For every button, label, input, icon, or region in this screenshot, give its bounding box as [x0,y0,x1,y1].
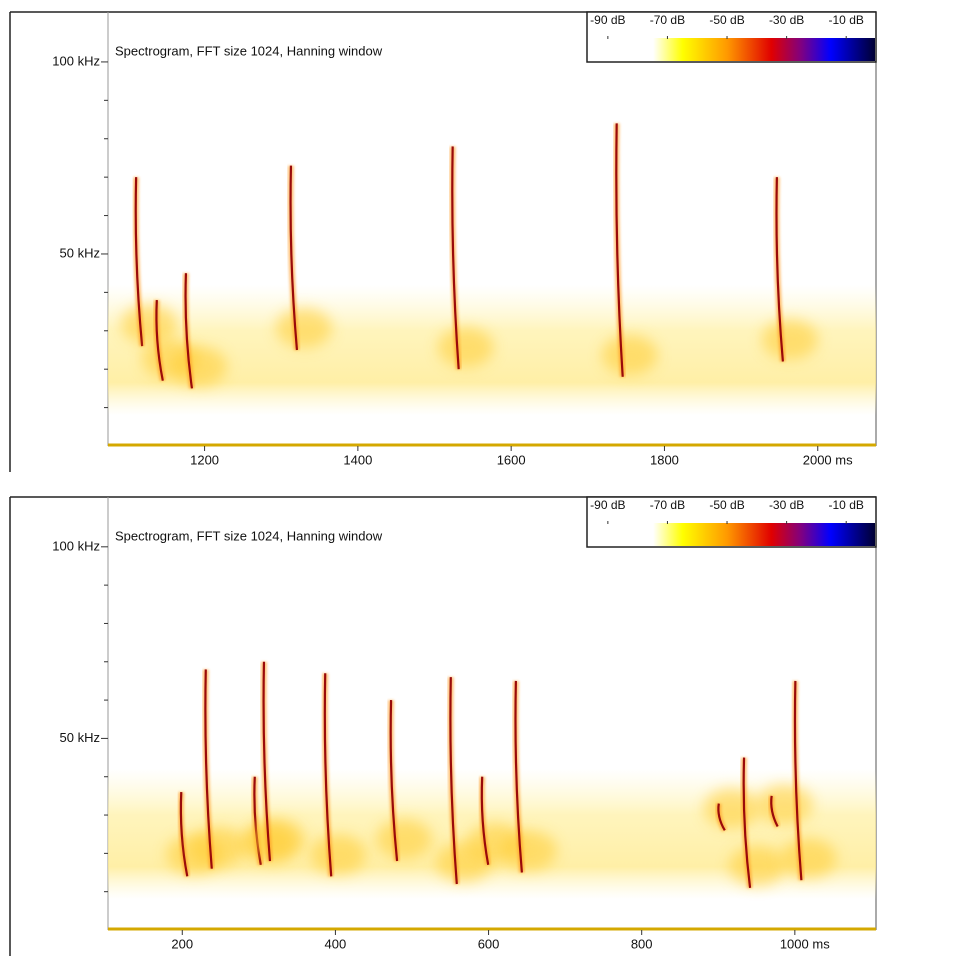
colorbar-tick-label: -70 dB [650,498,685,512]
chart-title: Spectrogram, FFT size 1024, Hanning wind… [115,528,383,543]
chart-title: Spectrogram, FFT size 1024, Hanning wind… [115,43,383,58]
colorbar-tick-label: -10 dB [829,498,864,512]
x-tick-label: 600 [478,936,500,951]
call [480,776,490,866]
call [615,123,624,377]
call [793,680,803,881]
x-tick-label: 1600 [497,452,526,467]
call [184,273,194,389]
x-tick-label: 2000 ms [803,452,853,467]
x-tick-label: 800 [631,936,653,951]
call [179,792,189,877]
colorbar-tick-label: -10 dB [829,13,864,27]
y-tick-label: 100 kHz [52,538,100,553]
call-glow [310,834,367,875]
call [134,177,144,347]
call-glow [780,838,837,879]
colorbar [588,523,875,546]
call-glow [761,319,818,360]
call [775,177,784,362]
call [155,299,164,381]
x-tick-label: 1400 [343,452,372,467]
colorbar-tick-label: -90 dB [590,498,625,512]
colorbar-tick-label: -50 dB [709,13,744,27]
call [742,757,752,888]
y-tick-label: 100 kHz [52,53,100,68]
call-glow [121,304,178,345]
colorbar [588,38,875,61]
call [262,661,272,862]
colorbar-tick-label: -70 dB [650,13,685,27]
call [204,669,213,869]
call-glow [437,327,494,368]
call [389,700,399,862]
call-glow [190,826,247,867]
call [770,795,779,828]
call [451,146,460,370]
x-tick-label: 400 [325,936,347,951]
call [323,673,333,877]
colorbar-tick-label: -30 dB [769,13,804,27]
call-glow [170,346,227,387]
call [253,776,262,866]
call-glow [500,830,557,871]
colorbar-tick-label: -50 dB [709,498,744,512]
call-glow [703,788,760,829]
call [514,680,523,873]
x-tick-label: 1200 [190,452,219,467]
x-tick-label: 1000 ms [780,936,830,951]
call [449,677,458,885]
colorbar-tick-label: -30 dB [769,498,804,512]
call-glow [601,334,658,375]
x-tick-label: 200 [171,936,193,951]
call [289,165,299,351]
y-tick-label: 50 kHz [60,245,100,260]
call [717,803,726,831]
call-glow [248,819,305,860]
call-glow [376,819,433,860]
call-glow [275,307,332,348]
colorbar-tick-label: -90 dB [590,13,625,27]
x-tick-label: 1800 [650,452,679,467]
call-glow [756,784,813,825]
y-tick-label: 50 kHz [60,730,100,745]
call-glow [729,845,786,886]
